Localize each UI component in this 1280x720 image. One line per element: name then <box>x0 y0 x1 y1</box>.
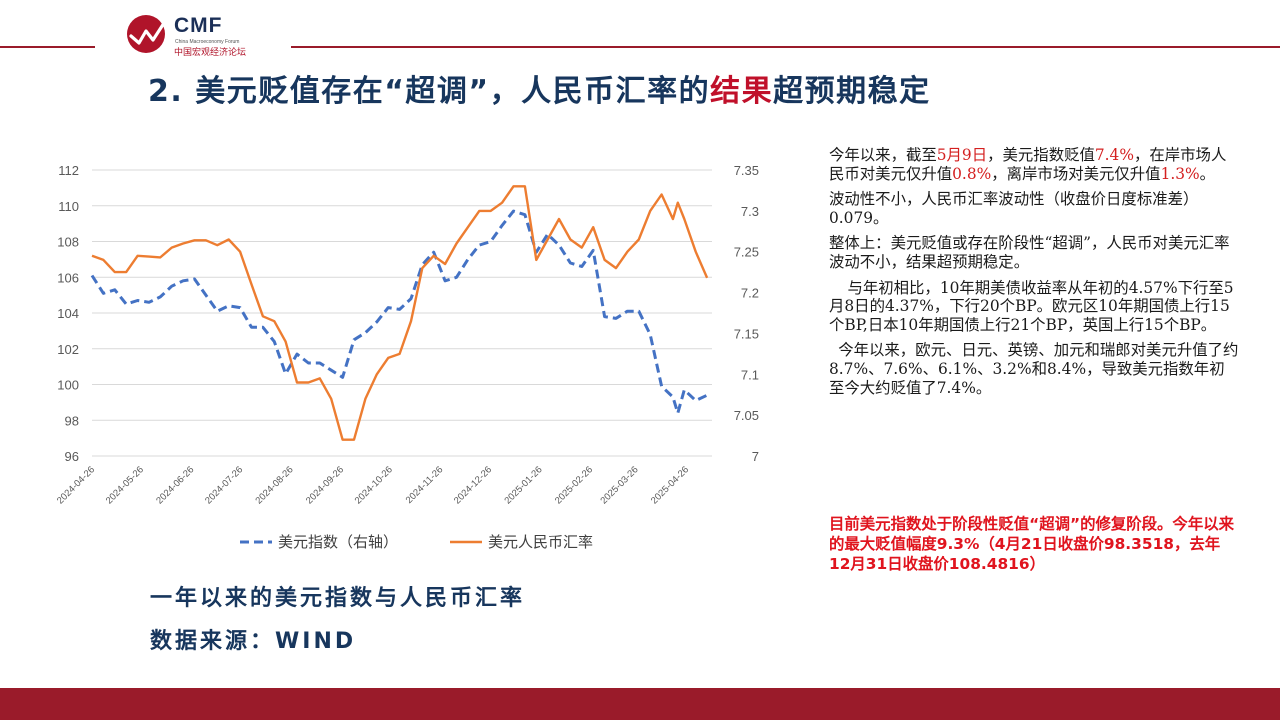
cmf-logo-icon <box>127 15 166 53</box>
x-axis-tick-label: 2024-10-26 <box>353 464 395 506</box>
left-axis-tick-label: 100 <box>57 378 79 393</box>
right-axis-tick-label: 7.15 <box>734 326 759 341</box>
logo-subtitle-cn: 中国宏观经济论坛 <box>174 48 247 58</box>
right-axis-tick-label: 7 <box>752 449 759 464</box>
title-highlight: 结果 <box>710 74 774 109</box>
right-axis-tick-label: 7.2 <box>741 286 759 301</box>
legend-label: 美元指数（右轴） <box>278 533 398 551</box>
x-axis-tick-label: 2025-01-26 <box>502 464 544 506</box>
commentary-p3: 整体上：美元贬值或存在阶段性“超调”，人民币对美元汇率波动不小，结果超预期稳定。 <box>829 234 1230 271</box>
logo-subtitle-en: China Macroeconomy Forum <box>175 39 240 45</box>
title-pre: 2. 美元贬值存在“超调”，人民币汇率的 <box>148 74 711 109</box>
series-line-usdcny <box>91 185 709 441</box>
x-axis-tick-label: 2024-08-26 <box>254 464 296 506</box>
highlight-note: 目前美元指数处于阶段性贬值“超调”的修复阶段。今年以来的最大贬值幅度9.3%（4… <box>829 515 1234 573</box>
logo-wordmark: CMF <box>174 14 223 37</box>
commentary-p5: 今年以来，欧元、日元、英镑、加元和瑞郎对美元升值了约8.7%、7.6%、6.1%… <box>829 341 1239 397</box>
p1-text-b: ，美元指数贬值 <box>987 146 1095 164</box>
right-axis-tick-label: 7.05 <box>734 408 759 423</box>
left-axis-tick-label: 110 <box>58 199 79 214</box>
chart-caption: 一年以来的美元指数与人民币汇率 <box>150 586 526 611</box>
x-axis-tick-label: 2025-03-26 <box>598 464 640 506</box>
data-source: 数据来源：WIND <box>150 629 357 654</box>
left-axis-tick-label: 96 <box>65 449 79 464</box>
left-axis-tick-label: 112 <box>58 163 79 178</box>
right-axis-tick-label: 7.35 <box>734 163 759 178</box>
series-line-dollar-index <box>90 209 708 415</box>
x-axis-tick-label: 2024-09-26 <box>304 464 346 506</box>
x-axis-tick-label: 2024-05-26 <box>104 464 146 506</box>
commentary-p4: 与年初相比，10年期美债收益率从年初的4.57%下行至5月8日的4.37%，下行… <box>829 278 1234 334</box>
x-axis-tick-label: 2025-02-26 <box>553 464 595 506</box>
left-axis-tick-label: 98 <box>65 413 79 428</box>
p1-text-d: ，离岸市场对美元仅升值 <box>991 164 1161 183</box>
p1-text-a: 今年以来，截至 <box>829 146 937 164</box>
left-axis-tick-label: 104 <box>57 306 79 321</box>
x-axis-tick-label: 2024-07-26 <box>203 464 245 506</box>
left-axis-tick-label: 102 <box>57 342 79 357</box>
left-axis-tick-label: 108 <box>57 235 79 250</box>
right-axis-tick-label: 7.25 <box>734 245 759 260</box>
footer-bar <box>0 688 1280 720</box>
header-rule-right <box>290 46 1280 48</box>
x-axis-tick-label: 2024-11-26 <box>404 464 446 506</box>
title-post: 超预期稳定 <box>773 74 931 109</box>
x-axis-tick-label: 2024-06-26 <box>154 464 196 506</box>
slide-title: 2. 美元贬值存在“超调”，人民币汇率的结果超预期稳定 <box>148 66 931 110</box>
p1-date: 5月9日 <box>936 146 988 164</box>
commentary-p2: 波动性不小，人民币汇率波动性（收盘价日度标准差）0.079。 <box>829 190 1199 227</box>
p1-pct-onshore: 0.8% <box>952 164 992 183</box>
p1-pct-dxy: 7.4% <box>1094 146 1134 164</box>
legend-label: 美元人民币汇率 <box>488 533 593 551</box>
x-axis-tick-label: 2025-04-26 <box>649 464 691 506</box>
dollar-index-cny-chart: 96 98 100 102 104 106 108 110 112 7 7.05 7.1 7.15 7.2… <box>55 163 759 551</box>
right-axis-tick-label: 7.3 <box>741 204 759 219</box>
p1-text-c: ，在岸市场人民币对美元仅升值 <box>829 146 1227 183</box>
left-axis-tick-label: 106 <box>57 270 79 285</box>
header-rule-left <box>0 46 95 48</box>
cmf-logo: CMF China Macroeconomy Forum 中国宏观经济论坛 <box>126 12 291 58</box>
x-axis-tick-label: 2024-12-26 <box>452 464 494 506</box>
commentary-p1: 今年以来，截至5月9日，美元指数贬值7.4%，在岸市场人民币对美元仅升值0.8%… <box>829 146 1239 183</box>
p1-pct-offshore: 1.3% <box>1160 164 1200 183</box>
commentary-panel: 今年以来，截至5月9日，美元指数贬值7.4%，在岸市场人民币对美元仅升值0.8%… <box>829 146 1239 404</box>
x-axis-tick-label: 2024-04-26 <box>55 464 97 506</box>
p1-text-e: 。 <box>1199 164 1216 183</box>
right-axis-tick-label: 7.1 <box>741 367 759 382</box>
